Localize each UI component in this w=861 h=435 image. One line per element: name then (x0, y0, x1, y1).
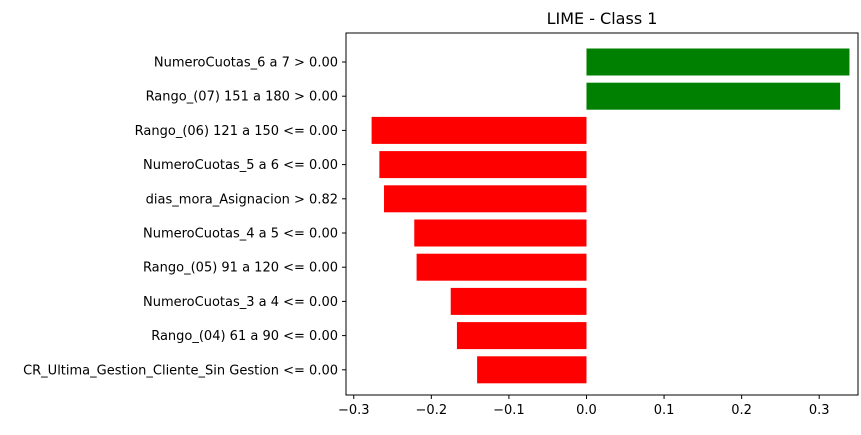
bar (414, 219, 587, 247)
y-tick-label: Rango_(07) 151 a 180 > 0.00 (146, 90, 338, 105)
x-tick-label: 0.2 (731, 403, 752, 418)
bar (384, 185, 587, 213)
bar (586, 48, 850, 76)
y-tick-label: Rango_(04) 61 a 90 <= 0.00 (151, 329, 338, 344)
x-tick-label: 0.1 (654, 403, 675, 418)
bar (416, 253, 587, 281)
bar (450, 287, 587, 315)
y-tick-label: Rango_(05) 91 a 120 <= 0.00 (143, 261, 338, 276)
bar (379, 151, 587, 179)
x-tick-label: 0.0 (576, 403, 597, 418)
bars (371, 48, 850, 384)
y-tick-label: CR_Ultima_Gestion_Cliente_Sin Gestion <=… (23, 363, 338, 378)
x-tick-label: 0.3 (809, 403, 830, 418)
bar (456, 322, 587, 350)
plot-frame (345, 32, 859, 396)
bar (586, 82, 841, 110)
y-tick-label: Rango_(06) 121 a 150 <= 0.00 (135, 124, 338, 139)
bar (477, 356, 587, 384)
y-tick-label: NumeroCuotas_3 a 4 <= 0.00 (143, 295, 338, 310)
x-tick-label: −0.2 (416, 403, 448, 418)
y-tick-labels: NumeroCuotas_6 a 7 > 0.00 Rango_(07) 151 … (23, 56, 346, 378)
chart-title: LIME - Class 1 (547, 9, 658, 28)
y-tick-label: NumeroCuotas_5 a 6 <= 0.00 (143, 158, 338, 173)
bar (371, 116, 587, 144)
x-ticks: −0.3 −0.2 −0.1 0.0 0.1 0.2 0.3 (338, 395, 830, 418)
y-tick-label: NumeroCuotas_4 a 5 <= 0.00 (143, 227, 338, 242)
x-tick-label: −0.3 (338, 403, 370, 418)
y-tick-label: NumeroCuotas_6 a 7 > 0.00 (154, 56, 338, 71)
y-tick-label: dias_mora_Asignacion > 0.82 (146, 192, 338, 207)
x-tick-label: −0.1 (493, 403, 525, 418)
